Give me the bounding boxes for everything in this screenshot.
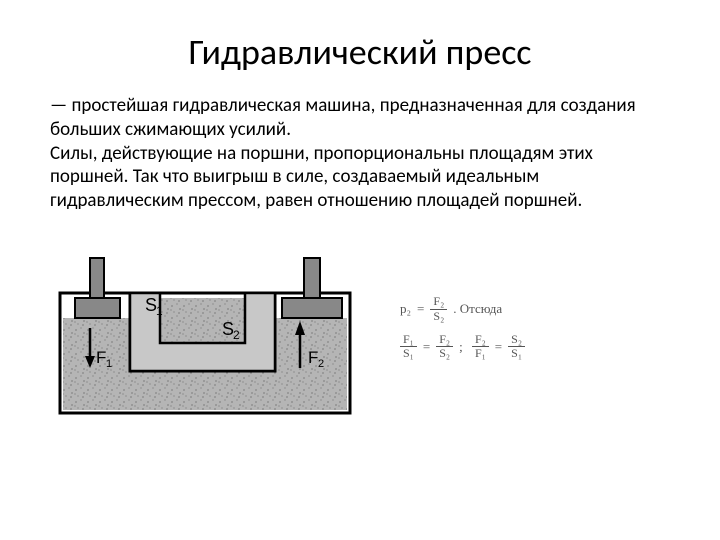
formulas-block: p₂ = F₂ S₂ . Отсюда F₁ S₁ = F₂ S₂ ; F₂ F… [400,295,525,370]
svg-text:1: 1 [106,358,112,370]
body-paragraph: — простейшая гидравлическая машина, пред… [50,94,670,213]
formula-ratio: F₁ S₁ = F₂ S₂ ; F₂ F₁ = S₂ S₁ [400,333,525,360]
content-row: S 1 S 2 F 1 F 2 p₂ = F₂ S₂ . Отсюда F₁ S… [50,243,670,423]
formula-p2: p₂ = F₂ S₂ . Отсюда [400,295,525,322]
svg-text:2: 2 [318,358,324,370]
svg-text:1: 1 [156,304,163,318]
svg-text:2: 2 [233,328,240,342]
label-f2: F [308,348,318,367]
page-title: Гидравлический пресс [50,30,670,74]
hydraulic-press-diagram: S 1 S 2 F 1 F 2 [50,243,360,423]
label-f1: F [96,348,106,367]
